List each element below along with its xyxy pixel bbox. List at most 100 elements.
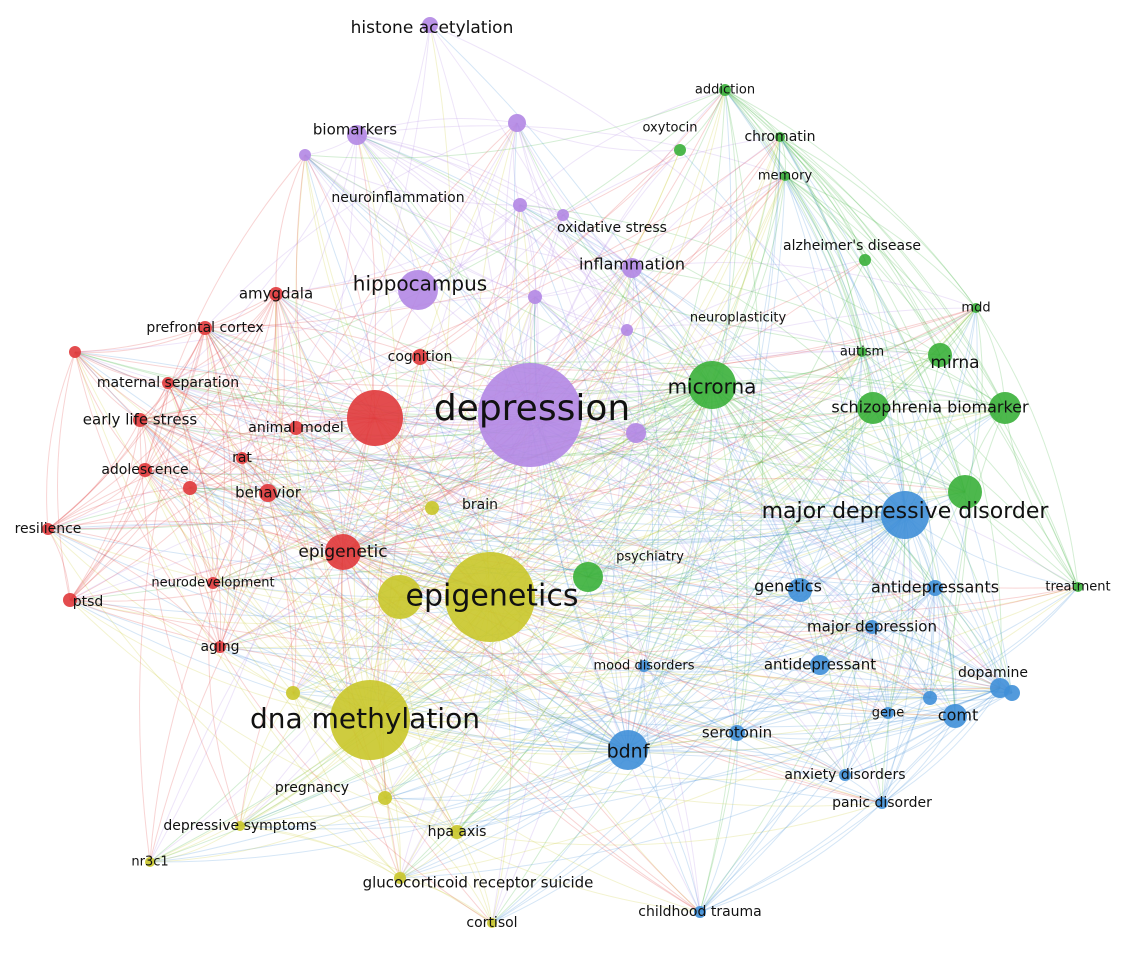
edge <box>724 89 874 409</box>
edge <box>275 293 846 776</box>
edge <box>374 417 1001 689</box>
edge <box>356 134 521 206</box>
node <box>839 769 851 781</box>
edge <box>69 551 344 602</box>
edge <box>635 432 889 714</box>
edge <box>219 551 344 648</box>
edge <box>529 307 977 416</box>
edge <box>149 384 713 863</box>
edge <box>887 687 1001 714</box>
edge <box>516 122 846 776</box>
node-label: dna methylation <box>250 702 480 735</box>
edge <box>342 478 966 553</box>
edge <box>219 457 246 648</box>
edge <box>144 469 906 542</box>
node <box>622 258 642 278</box>
edge <box>212 293 277 584</box>
edge <box>491 384 713 924</box>
edge <box>219 589 801 660</box>
edge <box>341 551 386 799</box>
edge <box>292 204 521 694</box>
edge <box>342 551 1001 690</box>
edge <box>627 89 732 751</box>
edge <box>626 324 863 353</box>
edge <box>519 89 726 206</box>
edge <box>219 514 906 650</box>
edge <box>872 407 956 717</box>
edge <box>643 407 1006 667</box>
edge <box>431 507 906 541</box>
edge <box>212 407 874 584</box>
edge <box>819 491 966 666</box>
edge <box>342 551 629 751</box>
edge <box>275 204 521 295</box>
node-label: alzheimer's disease <box>783 238 921 254</box>
edge <box>529 414 883 804</box>
edge <box>241 24 431 459</box>
edge <box>374 417 701 913</box>
nodes <box>42 17 1083 928</box>
edge <box>47 457 243 530</box>
edge <box>295 427 458 833</box>
node <box>865 620 879 634</box>
node <box>694 906 706 918</box>
node <box>857 392 889 424</box>
edge <box>887 587 936 714</box>
edge <box>267 384 713 494</box>
edge <box>724 89 966 493</box>
edge <box>631 267 645 434</box>
edge <box>529 350 941 416</box>
edge <box>631 267 931 699</box>
edge <box>47 528 371 721</box>
node <box>162 377 174 389</box>
edge <box>779 136 1079 588</box>
node <box>857 347 867 357</box>
edge <box>144 469 386 799</box>
node <box>378 575 422 619</box>
edge <box>643 626 873 668</box>
edge <box>69 293 277 601</box>
edge <box>699 732 738 913</box>
edge <box>724 89 786 177</box>
edge <box>69 259 866 601</box>
node <box>775 132 785 142</box>
edge <box>429 24 520 924</box>
edge <box>219 351 863 648</box>
edge <box>74 351 169 384</box>
edge <box>149 296 536 863</box>
edge <box>149 749 629 863</box>
edge <box>189 487 629 751</box>
edge <box>47 384 713 530</box>
edge <box>784 175 874 628</box>
edge <box>304 154 376 419</box>
edge <box>204 327 629 751</box>
edge <box>149 596 491 863</box>
edge <box>241 457 801 591</box>
edge <box>275 293 421 358</box>
edge <box>342 89 726 553</box>
edge <box>456 802 883 846</box>
edge <box>711 384 883 804</box>
edge <box>456 407 874 833</box>
edge <box>489 596 873 638</box>
node <box>445 552 535 642</box>
edge <box>167 382 221 648</box>
edge <box>627 267 660 751</box>
node-label: prefrontal cortex <box>146 320 263 336</box>
edge <box>292 692 401 879</box>
node <box>608 730 648 770</box>
node-label: major depressive disorder <box>762 499 1050 524</box>
edge <box>189 487 344 553</box>
edge <box>631 267 1006 409</box>
edge <box>204 325 421 358</box>
edge <box>47 523 1013 694</box>
edge <box>204 327 297 429</box>
edge <box>456 831 493 924</box>
edge <box>399 877 493 924</box>
edge <box>699 514 906 913</box>
edge <box>149 89 726 863</box>
edge <box>562 136 781 216</box>
edge <box>369 351 863 721</box>
node <box>236 452 248 464</box>
node <box>422 17 438 33</box>
